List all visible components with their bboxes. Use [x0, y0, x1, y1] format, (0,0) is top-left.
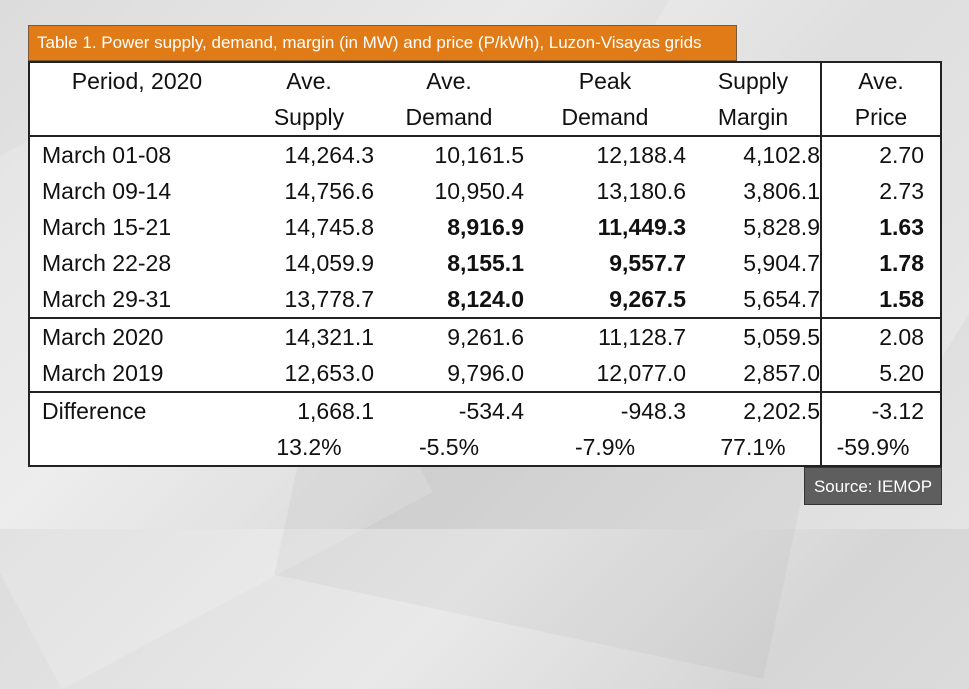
table-row: March 01-08 14,264.3 10,161.5 12,188.4 4… [30, 136, 940, 173]
table-row: March 29-31 13,778.7 8,124.0 9,267.5 5,6… [30, 281, 940, 318]
price-cell: 1.78 [820, 245, 940, 281]
table-row: 13.2% -5.5% -7.9% 77.1% -59.9% [30, 429, 940, 465]
period-cell: March 15-21 [42, 214, 172, 240]
demand-cell: 10,161.5 [434, 142, 524, 168]
margin-cell: 2,202.5 [686, 391, 821, 429]
period-cell: March 2020 [30, 317, 244, 355]
period-cell: March 22-28 [42, 250, 172, 276]
price-cell: 2.70 [820, 136, 940, 173]
margin-cell: 3,806.1 [743, 178, 820, 204]
price-cell: 1.58 [820, 281, 940, 318]
price-cell: 2.73 [820, 173, 940, 209]
price-cell: 2.08 [820, 317, 940, 355]
period-cell: March 29-31 [42, 286, 172, 312]
header-row: Supply Demand Demand Margin Price [30, 99, 940, 137]
peak-demand-cell: 9,557.7 [609, 250, 686, 276]
supply-cell: 14,756.6 [284, 178, 374, 204]
table-row: March 22-28 14,059.9 8,155.1 9,557.7 5,9… [30, 245, 940, 281]
price-cell: 1.63 [820, 209, 940, 245]
supply-cell: 14,321.1 [244, 317, 374, 355]
peak-demand-cell: 13,180.6 [596, 178, 686, 204]
peak-demand-cell: 9,267.5 [609, 286, 686, 312]
period-cell: March 2019 [42, 360, 164, 386]
period-cell: Difference [30, 391, 244, 429]
margin-cell: 5,059.5 [686, 317, 821, 355]
demand-cell: 8,155.1 [447, 250, 524, 276]
margin-cell: 5,654.7 [743, 286, 820, 312]
table-title: Table 1. Power supply, demand, margin (i… [28, 25, 737, 61]
peak-demand-cell: 12,077.0 [596, 360, 686, 386]
demand-cell: 8,124.0 [447, 286, 524, 312]
table-row: March 09-14 14,756.6 10,950.4 13,180.6 3… [30, 173, 940, 209]
peak-demand-cell: 11,128.7 [524, 317, 686, 355]
demand-cell: -534.4 [374, 391, 524, 429]
demand-cell: 10,950.4 [434, 178, 524, 204]
period-cell: March 01-08 [42, 142, 172, 168]
supply-cell: 14,745.8 [284, 214, 374, 240]
header-ave-supply-line2: Supply [244, 99, 374, 137]
peak-demand-cell: 12,188.4 [596, 142, 686, 168]
price-cell: 5.20 [820, 355, 940, 392]
margin-cell: 5,904.7 [743, 250, 820, 276]
table-row: March 2019 12,653.0 9,796.0 12,077.0 2,8… [30, 355, 940, 392]
period-cell: March 09-14 [42, 178, 172, 204]
header-period: Period, 2020 [71, 68, 203, 94]
header-peak-demand-line2: Demand [524, 99, 686, 137]
header-ave-price: Ave. [820, 63, 940, 99]
supply-pct-cell: 13.2% [276, 434, 342, 460]
header-supply-margin-line2: Margin [686, 99, 821, 137]
demand-cell: 8,916.9 [447, 214, 524, 240]
header-period-line2 [30, 99, 244, 137]
demand-cell: 9,261.6 [374, 317, 524, 355]
table-row: March 15-21 14,745.8 8,916.9 11,449.3 5,… [30, 209, 940, 245]
header-ave-demand: Ave. [426, 68, 472, 94]
header-ave-demand-line2: Demand [374, 99, 524, 137]
source-label: Source: IEMOP [804, 467, 942, 505]
supply-cell: 14,059.9 [284, 250, 374, 276]
power-supply-table: Period, 2020 Ave. Ave. Peak Supply Ave. … [30, 63, 940, 465]
supply-cell: 12,653.0 [284, 360, 374, 386]
peak-demand-cell: 11,449.3 [597, 214, 686, 240]
header-row: Period, 2020 Ave. Ave. Peak Supply Ave. [30, 63, 940, 99]
price-cell: -3.12 [820, 391, 940, 429]
table-row: March 2020 14,321.1 9,261.6 11,128.7 5,0… [30, 317, 940, 355]
margin-cell: 2,857.0 [743, 360, 820, 386]
margin-pct-cell: 77.1% [720, 434, 786, 460]
margin-cell: 4,102.8 [743, 142, 820, 168]
demand-pct-cell: -5.5% [418, 434, 480, 460]
header-peak-demand: Peak [578, 68, 632, 94]
period-cell [30, 429, 244, 465]
supply-cell: 14,264.3 [284, 142, 374, 168]
header-ave-price-line2: Price [820, 99, 940, 137]
header-supply-margin: Supply [717, 68, 789, 94]
supply-cell: 1,668.1 [244, 391, 374, 429]
supply-cell: 13,778.7 [284, 286, 374, 312]
demand-cell: 9,796.0 [447, 360, 524, 386]
table-row: Difference 1,668.1 -534.4 -948.3 2,202.5… [30, 391, 940, 429]
header-ave-supply: Ave. [286, 68, 332, 94]
peak-demand-cell: -948.3 [524, 391, 686, 429]
data-table-container: Period, 2020 Ave. Ave. Peak Supply Ave. … [28, 61, 942, 467]
peak-demand-pct-cell: -7.9% [574, 434, 636, 460]
margin-cell: 5,828.9 [743, 214, 820, 240]
price-pct-cell: -59.9% [820, 429, 940, 465]
